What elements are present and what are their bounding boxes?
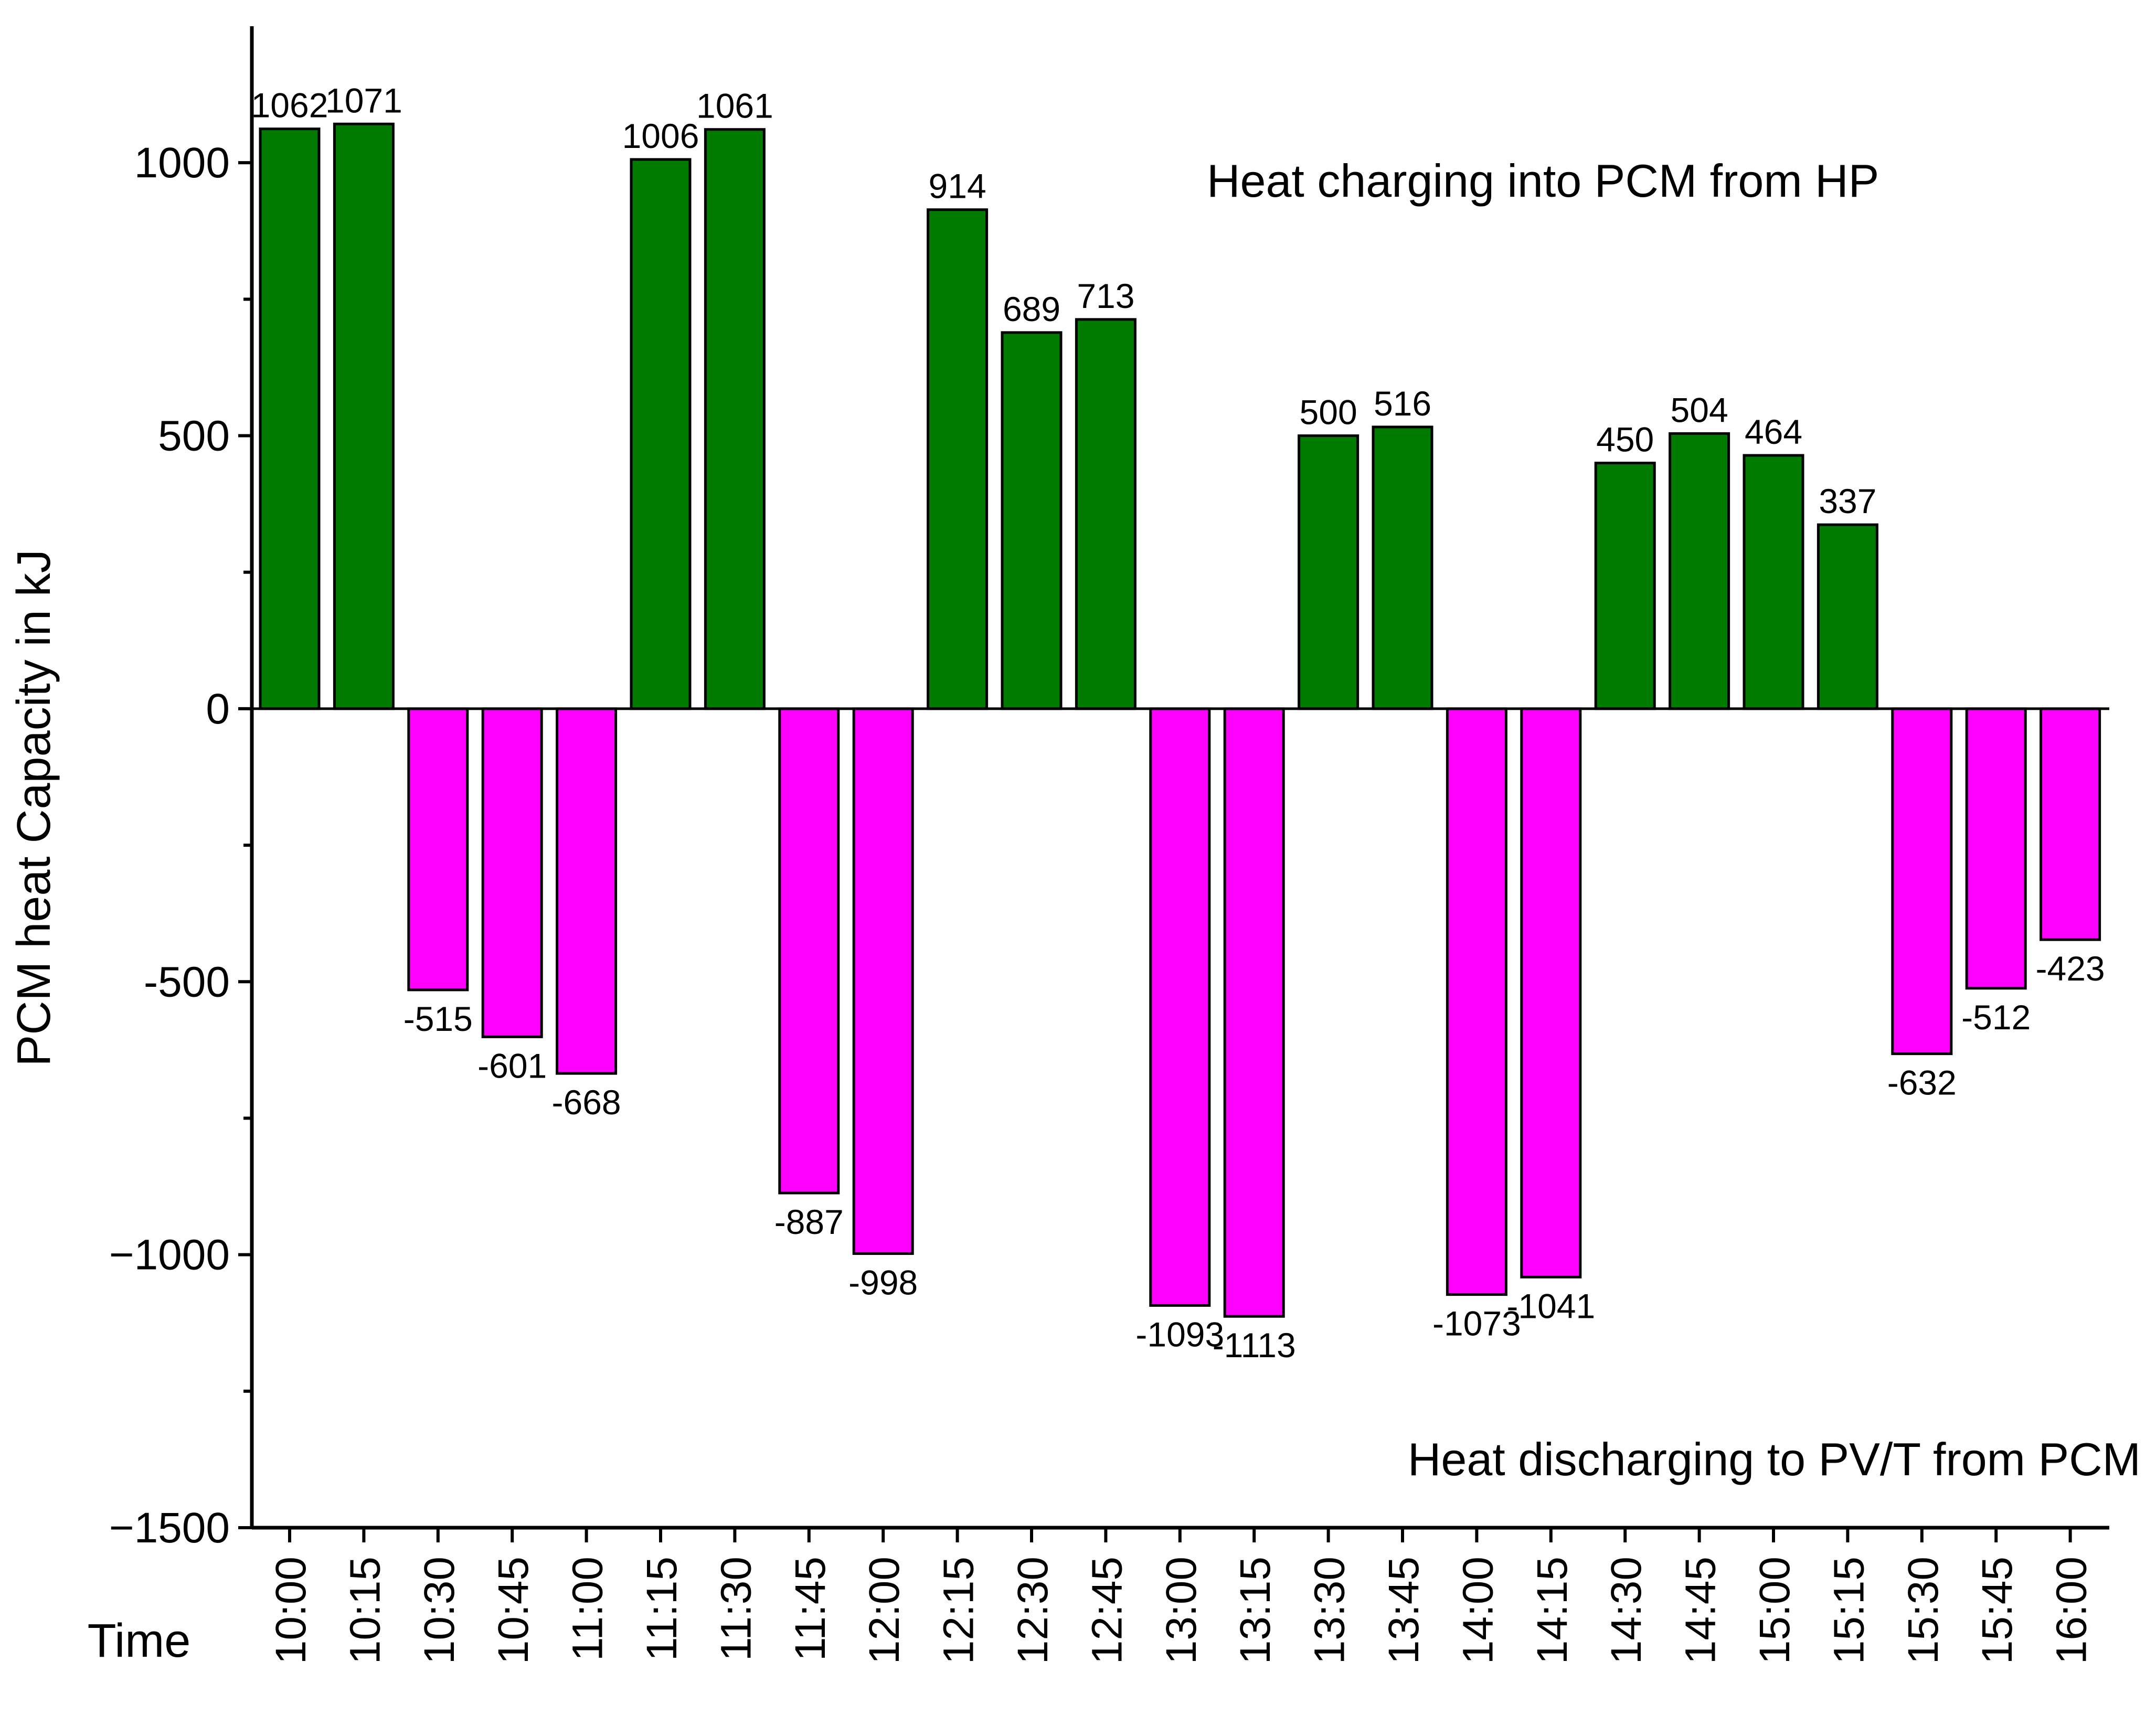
data-label-1230: 689	[1003, 290, 1060, 328]
x-tick-label: 10:45	[490, 1557, 537, 1664]
annotation-charging: Heat charging into PCM from HP	[1207, 155, 1879, 207]
bar-1215	[927, 208, 989, 710]
data-label-1130: 1061	[696, 87, 773, 125]
bar-1015	[333, 122, 395, 710]
data-label-1530: -632	[1887, 1063, 1957, 1102]
bar-1430	[1594, 462, 1656, 710]
bar-1445	[1669, 432, 1730, 710]
y-tick-label: 500	[158, 412, 230, 460]
axes-group: −1500 −1000 -500 0 500 1000 10:00 10:15 10:30 10:…	[109, 26, 2109, 1664]
x-tick-label: 15:15	[1825, 1557, 1873, 1664]
x-tick-label: 13:00	[1157, 1557, 1205, 1664]
x-tick-label: 14:45	[1677, 1557, 1725, 1664]
bar-1330	[1298, 434, 1360, 710]
x-tick-label: 12:15	[935, 1557, 983, 1664]
data-label-1000: 1062	[251, 86, 328, 125]
x-tick-label: 15:30	[1899, 1557, 1947, 1664]
data-label-1545: -512	[1961, 998, 2031, 1037]
x-tick-label: 11:45	[787, 1557, 834, 1661]
data-label-1400: -1073	[1432, 1304, 1521, 1343]
x-tick-label: 12:30	[1009, 1557, 1057, 1664]
data-label-1245: 713	[1077, 276, 1134, 315]
bar-1130	[704, 128, 766, 710]
data-label-1330: 500	[1300, 393, 1357, 432]
data-label-1145: -887	[774, 1202, 844, 1241]
bar-1030	[407, 707, 469, 992]
data-label-1115: 1006	[622, 116, 699, 155]
x-tick-label: 16:00	[2048, 1557, 2096, 1664]
x-tick-label: 14:15	[1528, 1557, 1576, 1664]
x-tick-label: 14:00	[1454, 1557, 1502, 1664]
data-label-1345: 516	[1374, 384, 1431, 423]
x-tick-label: 12:45	[1083, 1557, 1131, 1664]
bar-1230	[1001, 331, 1063, 710]
data-label-1445: 504	[1671, 390, 1728, 429]
bar-1115	[630, 158, 692, 710]
data-label-1315: -1113	[1213, 1326, 1296, 1365]
y-tick-label: -500	[144, 958, 230, 1006]
bars-group	[259, 122, 2101, 1318]
y-tick-label: −1500	[109, 1504, 230, 1552]
data-label-1600: -423	[2036, 949, 2105, 988]
bar-1145	[778, 707, 840, 1195]
bar-1345	[1372, 425, 1433, 710]
x-tick-label: 14:30	[1602, 1557, 1650, 1664]
data-label-1200: -998	[848, 1263, 918, 1302]
annotation-discharging: Heat discharging to PV/T from PCM	[1408, 1433, 2141, 1485]
x-tick-label: 11:00	[564, 1557, 612, 1661]
data-label-1015: 1071	[325, 81, 402, 120]
data-label-1100: -668	[552, 1083, 621, 1122]
bar-1500	[1743, 454, 1804, 710]
y-axis-title: PCM heat Capacity in kJ	[8, 549, 60, 1066]
y-tick-label: −1000	[109, 1231, 230, 1279]
x-tick-label: 12:00	[861, 1557, 908, 1664]
bar-1545	[1965, 707, 2027, 990]
data-label-1215: 914	[929, 167, 986, 206]
data-label-1430: 450	[1596, 420, 1654, 459]
data-label-1515: 337	[1819, 482, 1876, 520]
x-tick-label: 10:30	[416, 1557, 463, 1664]
x-axis-title: Time	[88, 1615, 191, 1667]
data-label-1045: -601	[477, 1046, 547, 1085]
data-label-1500: 464	[1745, 412, 1802, 451]
x-tick-label: 15:45	[1973, 1557, 2021, 1664]
bar-1530	[1891, 707, 1953, 1056]
bar-1315	[1223, 707, 1285, 1318]
bar-1000	[259, 127, 321, 710]
bar-1100	[556, 707, 618, 1075]
bar-1300	[1149, 707, 1211, 1307]
x-tick-label: 15:00	[1751, 1557, 1799, 1664]
bar-1400	[1446, 707, 1507, 1296]
data-label-1300: -1093	[1135, 1315, 1224, 1354]
y-tick-label: 1000	[134, 139, 230, 187]
x-tick-label: 10:00	[267, 1557, 315, 1664]
x-tick-label: 10:15	[341, 1557, 389, 1664]
bar-1515	[1817, 523, 1878, 710]
bar-1200	[852, 707, 914, 1255]
x-tick-label: 13:30	[1306, 1557, 1354, 1664]
data-label-1030: -515	[403, 999, 473, 1038]
x-tick-label: 13:15	[1231, 1557, 1279, 1664]
x-tick-label: 11:30	[712, 1557, 760, 1661]
bar-1245	[1075, 318, 1137, 710]
data-label-1415: -1041	[1506, 1286, 1595, 1325]
x-tick-label: 11:15	[638, 1557, 686, 1661]
bar-1600	[2040, 707, 2101, 941]
bar-1415	[1520, 707, 1582, 1278]
y-tick-label: 0	[206, 685, 230, 733]
x-tick-label: 13:45	[1380, 1557, 1428, 1664]
bar-1045	[481, 707, 543, 1038]
